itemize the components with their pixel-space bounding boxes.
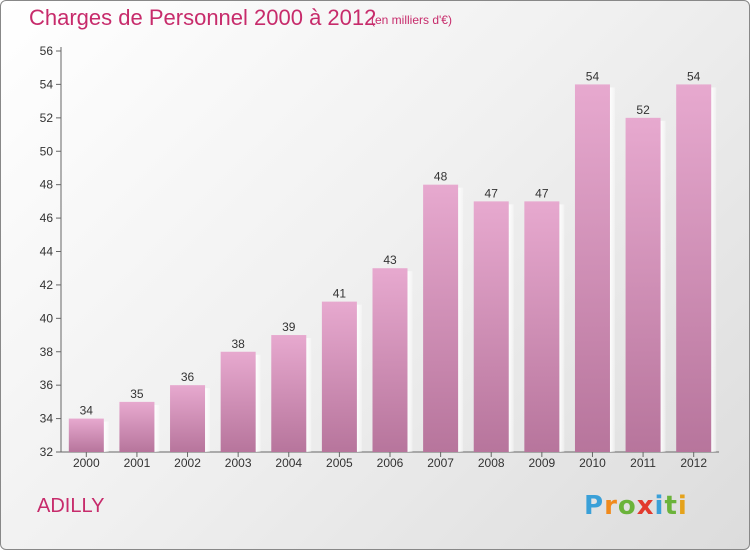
x-tick-label: 2004 [275, 456, 302, 470]
y-tick-label: 36 [40, 378, 54, 392]
y-tick-label: 42 [40, 278, 54, 292]
logo-letter: i [654, 491, 665, 521]
bar [473, 201, 509, 452]
bar-value-label: 47 [535, 186, 549, 200]
proxiti-logo[interactable]: Proxiti [584, 491, 688, 521]
x-tick-label: 2000 [73, 456, 100, 470]
y-tick-label: 56 [40, 44, 54, 58]
bar-shadow [103, 421, 109, 452]
bar [68, 418, 104, 452]
bar-value-label: 48 [434, 170, 448, 184]
bar [321, 301, 357, 452]
x-tick-label: 2011 [630, 456, 656, 470]
bar-value-label: 47 [485, 186, 499, 200]
bar-shadow [205, 388, 211, 452]
x-tick-label: 2006 [377, 456, 404, 470]
bar [574, 84, 610, 453]
logo-letter: i [677, 491, 688, 521]
logo-letter: o [617, 491, 637, 521]
x-tick-label: 2001 [124, 456, 151, 470]
bar [423, 184, 459, 452]
x-tick-label: 2005 [326, 456, 353, 470]
commune-name: ADILLY [37, 495, 105, 517]
x-tick-label: 2002 [174, 456, 201, 470]
bar-shadow [356, 304, 362, 452]
x-tick-label: 2010 [579, 456, 606, 470]
x-tick-label: 2012 [680, 456, 707, 470]
logo-letter: r [604, 491, 618, 521]
bar-shadow [660, 120, 666, 452]
bar [676, 84, 712, 453]
bar-value-label: 52 [636, 103, 650, 117]
y-tick-label: 52 [40, 111, 54, 125]
bar [220, 351, 256, 452]
chart-subtitle: (en milliers d'€) [371, 13, 452, 27]
bar-value-label: 38 [231, 337, 245, 351]
x-tick-label: 2008 [478, 456, 505, 470]
y-tick-label: 40 [40, 311, 54, 325]
bar-shadow [154, 404, 160, 452]
bar-value-label: 54 [687, 69, 701, 83]
bar-value-label: 43 [383, 253, 397, 267]
bar-shadow [306, 338, 312, 452]
y-tick-label: 38 [40, 345, 54, 359]
bar-value-label: 36 [181, 370, 195, 384]
bar [372, 268, 408, 452]
x-tick-label: 2007 [427, 456, 454, 470]
bar-shadow [711, 87, 717, 453]
y-tick-label: 48 [40, 178, 54, 192]
y-tick-label: 46 [40, 211, 54, 225]
bar [271, 335, 307, 452]
bar-value-label: 39 [282, 320, 296, 334]
bar-value-label: 54 [586, 69, 600, 83]
bar-shadow [458, 187, 464, 452]
bar-value-label: 41 [333, 287, 347, 301]
logo-letter: t [664, 491, 678, 521]
logo-letter: P [584, 491, 605, 521]
bar [524, 201, 560, 452]
bar [170, 385, 206, 452]
y-tick-label: 44 [40, 245, 54, 259]
bar-shadow [255, 354, 261, 452]
bar [119, 401, 155, 452]
bar-shadow [407, 271, 413, 452]
logo-letter: x [636, 491, 655, 521]
bar-shadow [609, 87, 615, 453]
y-tick-label: 34 [40, 412, 54, 426]
bar-value-label: 34 [80, 404, 94, 418]
y-tick-label: 54 [40, 77, 54, 91]
y-tick-label: 32 [40, 445, 54, 459]
bar-shadow [508, 204, 514, 452]
y-tick-label: 50 [40, 144, 54, 158]
x-tick-label: 2009 [528, 456, 555, 470]
bar [625, 117, 661, 452]
chart-title: Charges de Personnel 2000 à 2012 [29, 5, 377, 30]
bar-shadow [559, 204, 565, 452]
x-tick-label: 2003 [225, 456, 252, 470]
bar-value-label: 35 [130, 387, 144, 401]
